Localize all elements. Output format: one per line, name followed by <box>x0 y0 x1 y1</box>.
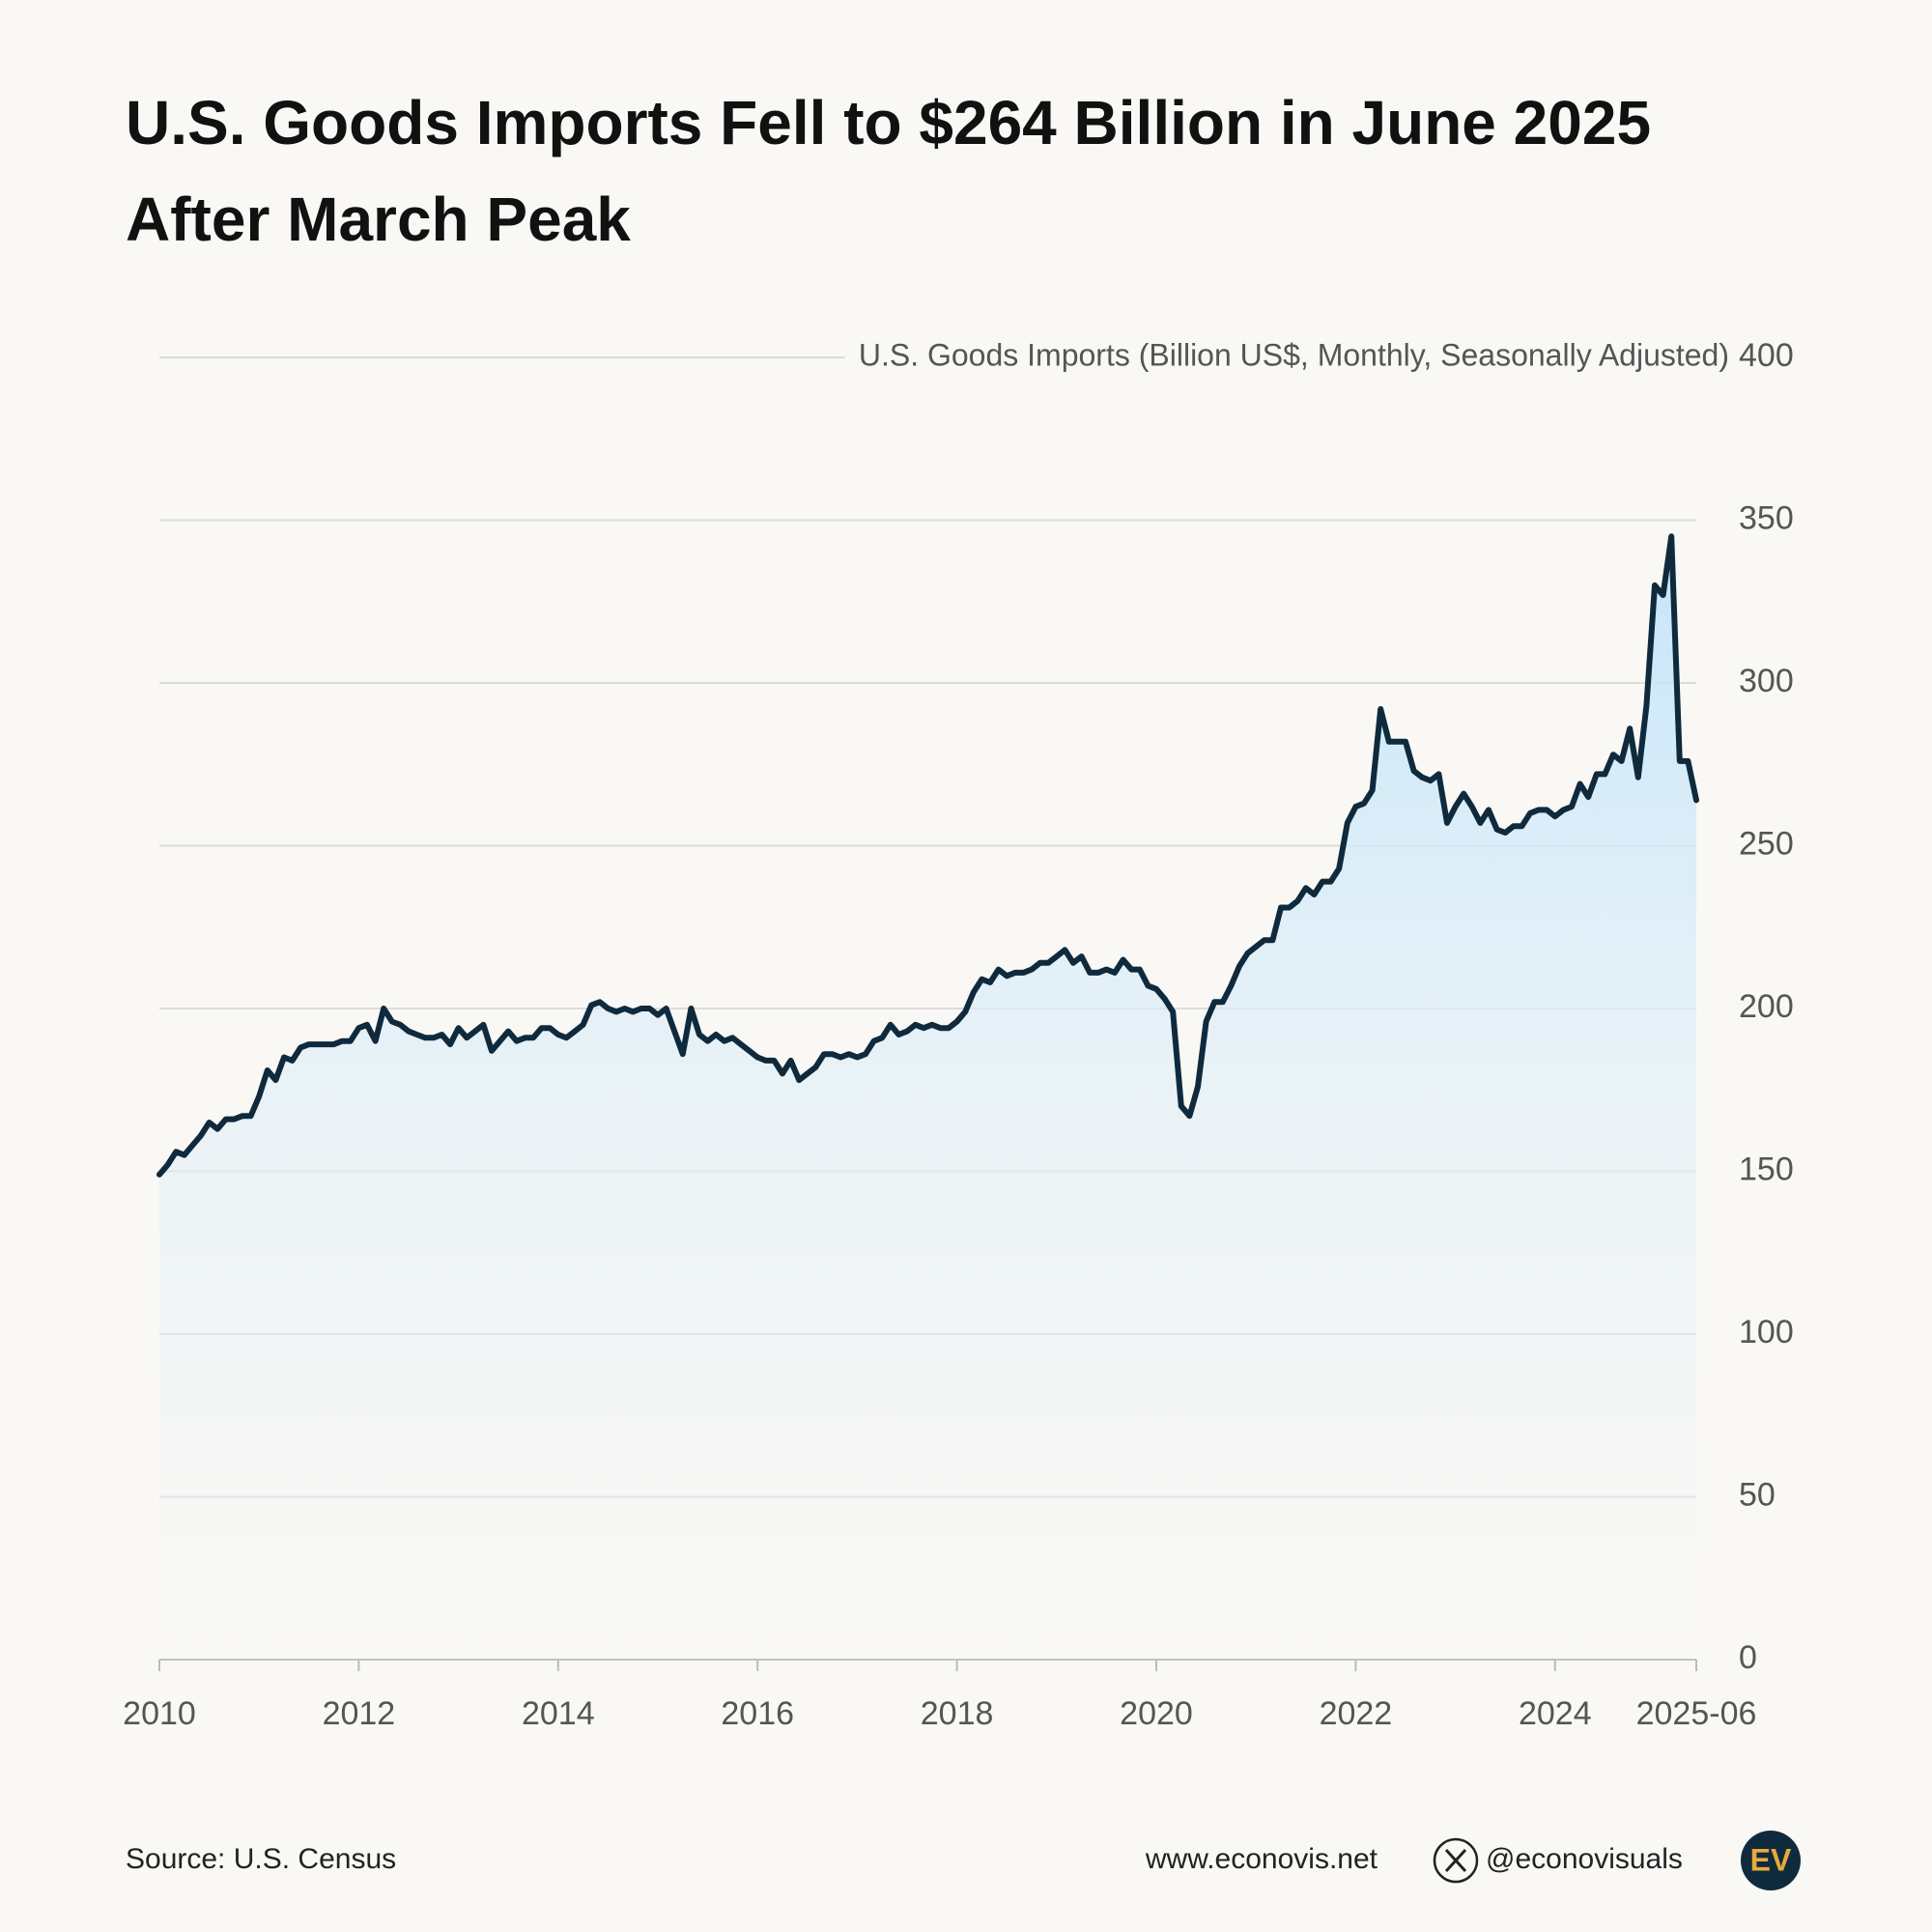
y-tick-label: 350 <box>1739 499 1794 536</box>
website: www.econovis.net <box>1145 1843 1378 1875</box>
line <box>156 533 1699 1178</box>
y-tick-label: 150 <box>1739 1151 1794 1187</box>
plot: 0 50 100 150 200 250 300 350 400 2010 2012 2014 2016… <box>123 333 1794 1732</box>
chart-title: U.S. Goods Imports Fell to $264 Billion … <box>126 88 1651 157</box>
logo-circle <box>1741 1831 1801 1890</box>
y-tick-label: 100 <box>1739 1314 1794 1350</box>
y-axis-label: U.S. Goods Imports (Billion US$, Monthly… <box>859 337 1729 372</box>
x-tick-label: 2020 <box>1120 1695 1193 1732</box>
y-tick-label: 200 <box>1739 988 1794 1025</box>
x-icon <box>1433 1837 1479 1884</box>
label-background <box>844 333 1729 377</box>
y-tick-label: 300 <box>1739 663 1794 699</box>
x-tick-label: 2010 <box>123 1695 196 1732</box>
x-tick-label: 2022 <box>1320 1695 1393 1732</box>
x-tick-label: 2018 <box>921 1695 994 1732</box>
x-tick-label: 2025-06 <box>1636 1695 1757 1732</box>
x-tick-label: 2012 <box>323 1695 396 1732</box>
logo: EV <box>1750 1842 1792 1877</box>
chart-title: After March Peak <box>126 185 631 254</box>
y-tick-label: 250 <box>1739 825 1794 862</box>
source: Source: U.S. Census <box>126 1843 396 1875</box>
area <box>159 536 1696 1660</box>
x-tick-label: 2014 <box>522 1695 595 1732</box>
y-tick-label: 400 <box>1739 337 1794 374</box>
x-icon-glyph <box>1444 1848 1467 1873</box>
y-tick-label: 0 <box>1739 1639 1757 1676</box>
y-tick-label: 50 <box>1739 1476 1776 1513</box>
x-tick-label: 2024 <box>1519 1695 1592 1732</box>
x-tick-label: 2016 <box>721 1695 794 1732</box>
handle: @econovisuals <box>1486 1843 1683 1875</box>
